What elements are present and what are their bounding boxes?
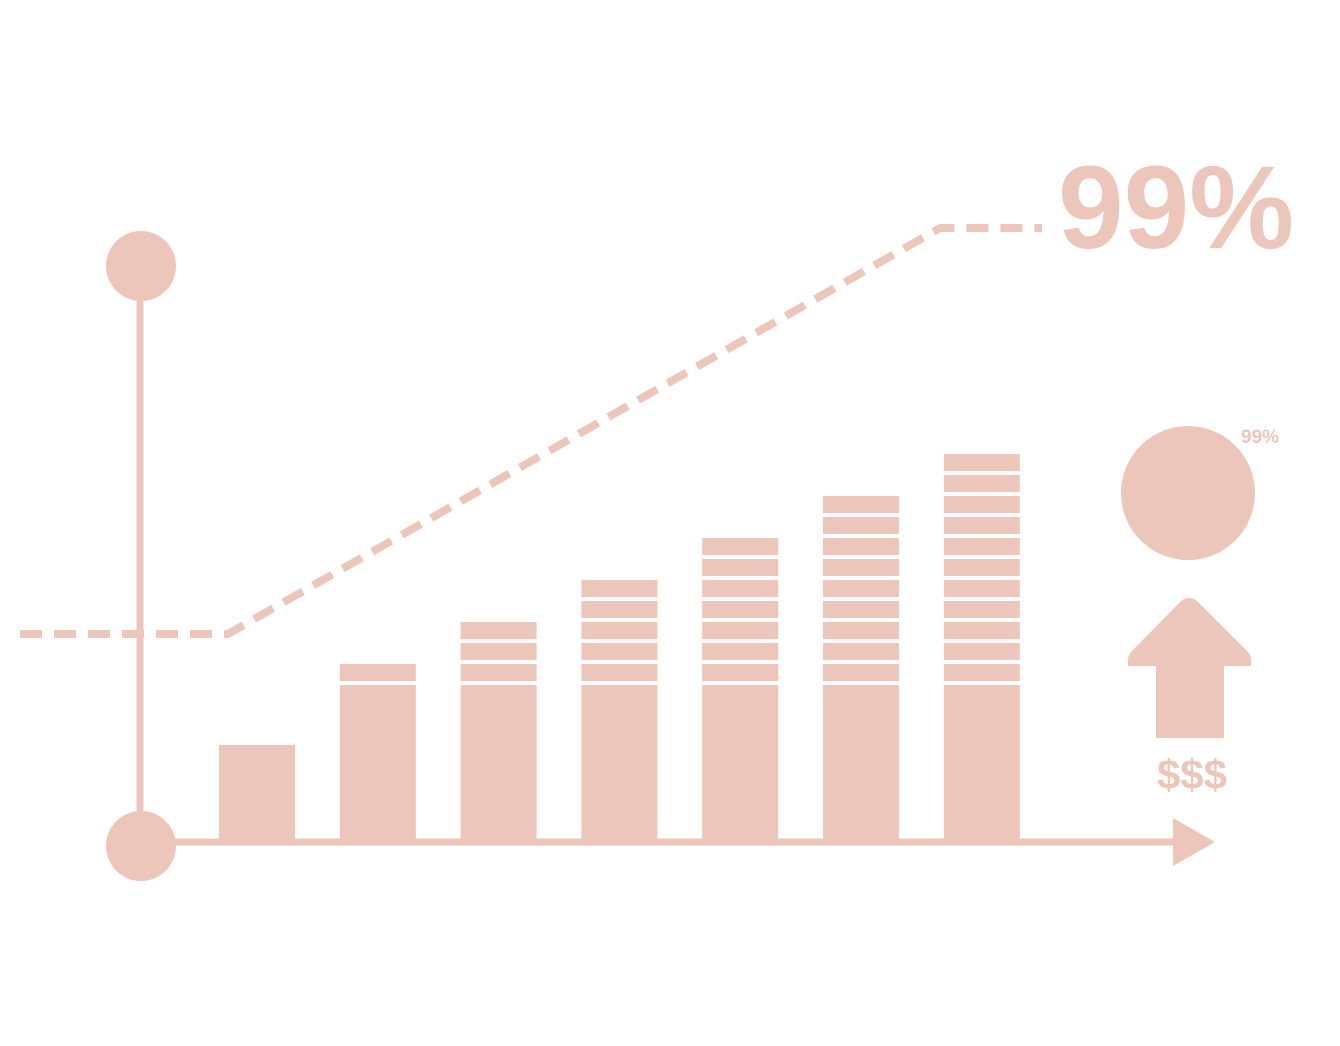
bar-7-base [943, 685, 1020, 839]
bar-6-segment [823, 496, 899, 513]
bar-5-segment [702, 580, 779, 597]
bar-6-segment [823, 517, 899, 534]
bar-7-segment [943, 475, 1020, 492]
bar-6-segment [823, 601, 899, 618]
bar-group [219, 454, 1020, 839]
bar-4-base [581, 685, 658, 839]
bar-7-segment [943, 559, 1020, 576]
origin-dot [106, 811, 176, 881]
bar-5-segment [702, 538, 779, 555]
bar-6-segment [823, 622, 899, 639]
bar-3-segment [460, 622, 537, 639]
bar-7-segment [943, 643, 1020, 660]
money-label: $$$ [1157, 751, 1227, 798]
bar-7-segment [943, 538, 1020, 555]
bar-7-segment [943, 517, 1020, 534]
bar-5-base [702, 685, 779, 839]
x-axis-arrowhead [1173, 818, 1215, 866]
bar-5-segment [702, 622, 779, 639]
axes [106, 231, 1215, 881]
bar-6-segment [823, 580, 899, 597]
headline-label: 99% [1058, 142, 1294, 274]
bar-2-base [339, 685, 416, 839]
trend-line [20, 224, 1042, 638]
bar-1 [219, 745, 295, 839]
bar-3-base [460, 685, 537, 839]
bar-2-segment [339, 664, 416, 681]
bar-4-segment [581, 580, 658, 597]
y-axis-top-dot [106, 231, 176, 301]
bar-7-segment [943, 496, 1020, 513]
bar-5-segment [702, 559, 779, 576]
up-arrow-icon [1128, 598, 1251, 738]
bar-7-segment [943, 664, 1020, 681]
bar-5-segment [702, 664, 779, 681]
bar-3-segment [460, 643, 537, 660]
bar-5-segment [702, 601, 779, 618]
bar-6-segment [823, 559, 899, 576]
bar-6-segment [823, 664, 899, 681]
bar-7-segment [943, 580, 1020, 597]
bar-7-segment [943, 454, 1020, 471]
bar-4-segment [581, 643, 658, 660]
bar-7-segment [943, 601, 1020, 618]
bar-4-segment [581, 601, 658, 618]
circle-icon [1121, 426, 1255, 560]
bar-3-segment [460, 664, 537, 681]
bar-6-base [823, 685, 899, 839]
bar-4-segment [581, 622, 658, 639]
bar-5-segment [702, 643, 779, 660]
bar-6-segment [823, 538, 899, 555]
bar-4-segment [581, 664, 658, 681]
bar-7-segment [943, 622, 1020, 639]
bar-6-segment [823, 643, 899, 660]
badge-label: 99% [1241, 427, 1279, 448]
